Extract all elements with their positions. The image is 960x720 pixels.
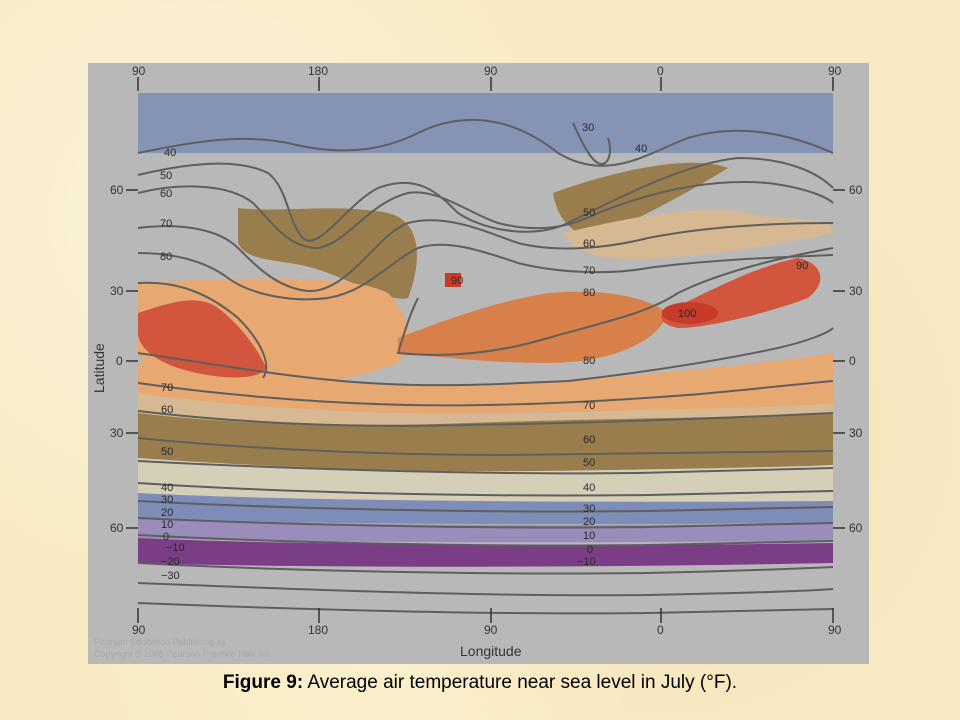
isotherm-label: 70 <box>583 265 595 277</box>
isotherm-label: 30 <box>582 122 594 134</box>
isotherm-label: −20 <box>161 556 180 568</box>
isotherm-labels: 40 50 60 70 80 30 40 50 60 70 80 90 90 1… <box>160 122 808 582</box>
bottom-longitude-tick: 90 <box>828 623 842 637</box>
copyright-credit: Pearson Education Publishing as <box>94 637 227 647</box>
isotherm-label: −10 <box>577 556 596 568</box>
top-longitude-tick: 180 <box>308 64 328 78</box>
isotherm-label: 10 <box>583 530 595 542</box>
zone-60-north <box>563 210 833 260</box>
right-latitude-tick: 30 <box>849 284 863 298</box>
zone-50-northeast <box>553 162 728 236</box>
isotherm-label: 40 <box>164 147 176 159</box>
isotherm-label: 40 <box>161 482 173 494</box>
isotherm-label: 30 <box>583 503 595 515</box>
left-latitude-tick: 60 <box>110 521 124 535</box>
isotherm-label: 60 <box>160 188 172 200</box>
arctic-ocean-band <box>138 93 833 153</box>
temperature-map: 90 180 90 0 90 90 180 90 0 90 60 30 0 30… <box>88 63 869 664</box>
top-longitude-tick: 0 <box>657 64 664 78</box>
isotherm-label: 60 <box>583 238 595 250</box>
isotherm-label: 100 <box>678 308 696 320</box>
isotherm-label: 80 <box>160 251 172 263</box>
frame-ticks <box>126 77 845 623</box>
isotherm-label: 60 <box>583 434 595 446</box>
isotherm-label: 40 <box>583 482 595 494</box>
isotherm-label: −10 <box>166 542 185 554</box>
bottom-longitude-tick: 90 <box>484 623 498 637</box>
top-longitude-tick: 90 <box>132 64 146 78</box>
copyright-credit: Copyright © 2005 Pearson Prentice Hall, … <box>94 649 273 659</box>
isotherm-label: 70 <box>583 400 595 412</box>
zone-50-northwest <box>238 208 417 299</box>
figure-label: Figure 9: <box>222 672 304 693</box>
top-longitude-tick: 90 <box>828 64 842 78</box>
isotherm-label: 0 <box>163 531 169 543</box>
bottom-longitude-tick: 90 <box>132 623 146 637</box>
caption-text: Average air temperature near sea level i… <box>303 672 738 693</box>
isotherm-label: 50 <box>161 446 173 458</box>
isotherm-label: 60 <box>161 404 173 416</box>
isotherm-label: 70 <box>160 218 172 230</box>
bottom-longitude-tick: 0 <box>657 623 664 637</box>
bottom-longitude-tick: 180 <box>308 623 328 637</box>
right-latitude-tick: 60 <box>849 521 863 535</box>
isotherm-label: 10 <box>161 519 173 531</box>
figure-caption: Figure 9: Average air temperature near s… <box>0 672 960 694</box>
isotherm-label: −30 <box>161 570 180 582</box>
hot-zone-90-us-southwest <box>445 273 461 287</box>
isotherm-label: 50 <box>583 207 595 219</box>
left-latitude-tick: 30 <box>110 426 124 440</box>
zone-50-south-belt <box>138 413 833 473</box>
top-longitude-tick: 90 <box>484 64 498 78</box>
y-axis-title: Latitude <box>91 343 107 393</box>
isotherm-label: 30 <box>161 494 173 506</box>
left-latitude-tick: 60 <box>110 183 124 197</box>
isotherm-label: 0 <box>587 544 593 556</box>
isotherm-label: 20 <box>161 507 173 519</box>
left-latitude-tick: 0 <box>116 354 123 368</box>
zone-80-atlantic <box>398 291 668 363</box>
isotherm-label: 40 <box>635 143 647 155</box>
isotherm-label: 80 <box>583 287 595 299</box>
right-latitude-tick: 30 <box>849 426 863 440</box>
isotherm-lines <box>137 118 834 615</box>
isotherm-label: 70 <box>161 382 173 394</box>
isotherm-label: 50 <box>583 457 595 469</box>
left-latitude-tick: 30 <box>110 284 124 298</box>
zone-30-south-belt <box>138 493 833 525</box>
right-latitude-tick: 60 <box>849 183 863 197</box>
isotherm-label: 90 <box>451 275 463 287</box>
isotherm-label: 90 <box>796 260 808 272</box>
right-latitude-tick: 0 <box>849 354 856 368</box>
hot-zone-100-sahara <box>662 302 718 324</box>
x-axis-title: Longitude <box>460 643 522 659</box>
isotherm-label: 20 <box>583 516 595 528</box>
isotherm-label: 50 <box>160 170 172 182</box>
isotherm-label: 80 <box>583 355 595 367</box>
